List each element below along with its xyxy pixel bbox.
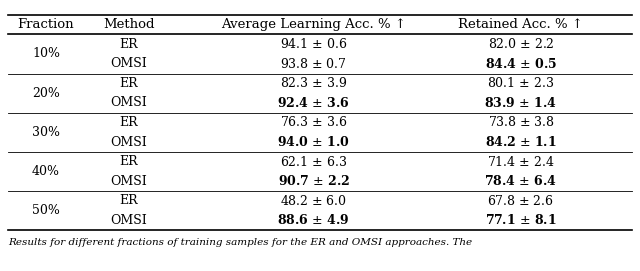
Text: 83.9 $\pm$ 1.4: 83.9 $\pm$ 1.4 (484, 96, 557, 110)
Text: 82.0 $\pm$ 2.2: 82.0 $\pm$ 2.2 (488, 37, 554, 51)
Text: ER: ER (120, 77, 138, 90)
Text: 62.1 $\pm$ 6.3: 62.1 $\pm$ 6.3 (280, 155, 348, 169)
Text: OMSI: OMSI (111, 214, 147, 227)
Text: Average Learning Acc. % ↑: Average Learning Acc. % ↑ (221, 18, 406, 31)
Text: ER: ER (120, 116, 138, 129)
Text: 10%: 10% (32, 47, 60, 60)
Text: 92.4 $\pm$ 3.6: 92.4 $\pm$ 3.6 (277, 96, 350, 110)
Text: ER: ER (120, 38, 138, 51)
Text: 93.8 $\pm$ 0.7: 93.8 $\pm$ 0.7 (280, 57, 347, 71)
Text: OMSI: OMSI (111, 96, 147, 109)
Text: 82.3 $\pm$ 3.9: 82.3 $\pm$ 3.9 (280, 76, 348, 90)
Text: 90.7 $\pm$ 2.2: 90.7 $\pm$ 2.2 (278, 174, 349, 188)
Text: OMSI: OMSI (111, 57, 147, 70)
Text: 88.6 $\pm$ 4.9: 88.6 $\pm$ 4.9 (277, 213, 350, 227)
Text: Retained Acc. % ↑: Retained Acc. % ↑ (458, 18, 583, 31)
Text: 77.1 $\pm$ 8.1: 77.1 $\pm$ 8.1 (485, 213, 557, 227)
Text: ER: ER (120, 155, 138, 168)
Text: 94.0 $\pm$ 1.0: 94.0 $\pm$ 1.0 (277, 135, 350, 149)
Text: 40%: 40% (32, 165, 60, 178)
Text: ER: ER (120, 194, 138, 207)
Text: OMSI: OMSI (111, 136, 147, 149)
Text: 84.4 $\pm$ 0.5: 84.4 $\pm$ 0.5 (484, 57, 557, 71)
Text: 94.1 $\pm$ 0.6: 94.1 $\pm$ 0.6 (280, 37, 348, 51)
Text: 84.2 $\pm$ 1.1: 84.2 $\pm$ 1.1 (485, 135, 557, 149)
Text: 80.1 $\pm$ 2.3: 80.1 $\pm$ 2.3 (487, 76, 554, 90)
Text: Fraction: Fraction (18, 18, 74, 31)
Text: Method: Method (103, 18, 155, 31)
Text: Results for different fractions of training samples for the ER and OMSI approach: Results for different fractions of train… (8, 238, 472, 247)
Text: 71.4 $\pm$ 2.4: 71.4 $\pm$ 2.4 (487, 155, 554, 169)
Text: 50%: 50% (32, 204, 60, 217)
Text: 78.4 $\pm$ 6.4: 78.4 $\pm$ 6.4 (484, 174, 557, 188)
Text: 48.2 $\pm$ 6.0: 48.2 $\pm$ 6.0 (280, 194, 347, 208)
Text: OMSI: OMSI (111, 175, 147, 188)
Text: 76.3 $\pm$ 3.6: 76.3 $\pm$ 3.6 (280, 115, 348, 130)
Text: 73.8 $\pm$ 3.8: 73.8 $\pm$ 3.8 (488, 115, 554, 130)
Text: 30%: 30% (32, 126, 60, 139)
Text: 67.8 $\pm$ 2.6: 67.8 $\pm$ 2.6 (487, 194, 554, 208)
Text: 20%: 20% (32, 87, 60, 100)
